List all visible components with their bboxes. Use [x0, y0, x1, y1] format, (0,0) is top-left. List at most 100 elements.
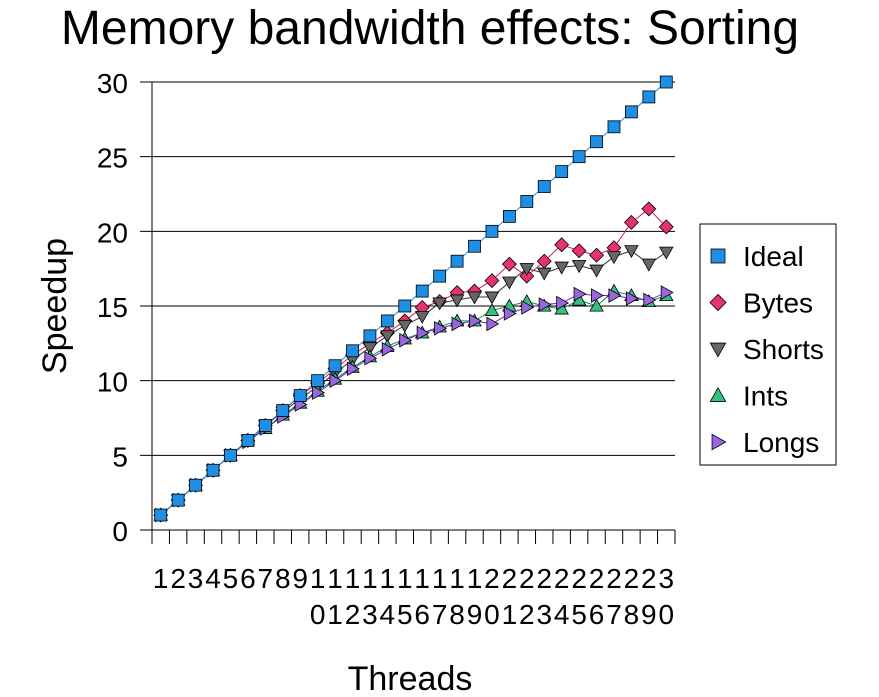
point-shorts: [449, 294, 465, 308]
point-shorts: [606, 251, 622, 265]
point-longs: [660, 285, 674, 300]
point-ideal: [450, 254, 464, 268]
x-tick-label: 9: [292, 563, 308, 594]
y-tick-label: 15: [97, 292, 128, 323]
y-axis-label: Speedup: [36, 238, 74, 374]
x-tick-label: 1: [432, 563, 448, 594]
point-longs: [346, 361, 360, 377]
point-ints: [589, 298, 604, 312]
x-tick-label: 6: [589, 599, 605, 630]
series-line-shorts: [160, 250, 667, 516]
point-ideal: [537, 180, 551, 193]
x-tick-label: 2: [484, 563, 500, 594]
point-longs: [625, 291, 639, 306]
point-ideal: [485, 224, 499, 238]
point-longs: [469, 313, 482, 329]
series-shorts: [153, 245, 674, 523]
point-ideal: [555, 165, 569, 179]
point-longs: [451, 316, 465, 332]
x-tick-label: 4: [205, 563, 221, 594]
series-line-ints: [160, 290, 667, 516]
point-longs: [556, 295, 570, 311]
y-tick-label: 30: [97, 68, 128, 99]
x-tick-label: 1: [327, 563, 343, 594]
series-ideal: [154, 75, 673, 522]
x-tick-label: 2: [606, 563, 622, 594]
point-ints: [484, 303, 500, 316]
point-ideal: [258, 419, 272, 432]
x-tick-label: 5: [223, 563, 239, 594]
x-tick-label: 1: [380, 563, 396, 594]
y-axis: 0 5 10 15 20 25 30: [97, 68, 153, 547]
x-tick-label: 1: [362, 563, 378, 594]
y-tick-label: 20: [97, 217, 128, 248]
point-ideal: [642, 90, 656, 104]
point-bytes: [658, 219, 674, 235]
point-ideal: [572, 150, 586, 164]
point-longs: [538, 297, 552, 312]
x-tick-label: 2: [641, 563, 657, 594]
legend-marker-ints: [709, 386, 727, 402]
point-ideal: [154, 508, 168, 522]
point-longs: [643, 292, 657, 308]
point-shorts: [432, 297, 447, 311]
x-tick-label: 2: [170, 563, 186, 594]
x-tick-label: 9: [467, 599, 483, 630]
x-tick-label: 4: [554, 599, 570, 630]
x-tick-label: 1: [414, 563, 430, 594]
point-longs: [434, 321, 448, 336]
x-tick-label: 3: [658, 563, 674, 594]
point-ideal: [590, 135, 603, 149]
x-tick-label: 1: [502, 599, 518, 630]
series-line-longs: [160, 292, 667, 516]
point-shorts: [362, 342, 378, 356]
point-shorts: [484, 291, 500, 305]
point-shorts: [589, 264, 604, 278]
point-longs: [416, 325, 430, 341]
x-tick-label: 0: [484, 599, 500, 630]
y-tick-label: 25: [97, 143, 128, 174]
x-tick-label: 1: [449, 563, 465, 594]
point-bytes: [571, 243, 587, 259]
point-ideal: [293, 389, 307, 403]
point-ideal: [502, 209, 516, 223]
point-longs: [503, 306, 517, 321]
x-tick-label: 2: [536, 563, 552, 594]
point-bytes: [589, 247, 605, 263]
x-tick-label: 8: [624, 599, 640, 630]
point-longs: [312, 385, 326, 400]
point-bytes: [554, 237, 570, 253]
x-tick-label: 2: [502, 563, 518, 594]
point-longs: [329, 373, 343, 388]
x-tick-label: 6: [240, 563, 256, 594]
point-shorts: [502, 276, 517, 290]
point-shorts: [519, 263, 535, 277]
chart-title: Memory bandwidth effects: Sorting: [61, 2, 799, 55]
point-ideal: [241, 433, 255, 447]
x-tick-label: 1: [345, 563, 361, 594]
legend-marker-ideal: [710, 248, 726, 264]
point-ideal: [206, 463, 220, 477]
legend-marker-shorts: [709, 342, 727, 358]
legend: Ideal Bytes Shorts Ints Longs: [699, 223, 837, 466]
x-axis: 1 2 3 4 5 6 7 8 9 1011121314151617181920212223242…: [151, 530, 676, 630]
point-ideal: [607, 120, 621, 134]
x-tick-label: 2: [571, 563, 587, 594]
x-tick-label: 7: [258, 563, 274, 594]
x-tick-label: 0: [658, 599, 674, 630]
point-longs: [608, 288, 622, 303]
point-shorts: [554, 261, 569, 275]
legend-marker-longs: [711, 433, 727, 451]
x-tick-label: 5: [397, 599, 413, 630]
x-tick-label: 4: [380, 599, 396, 630]
point-bytes: [623, 214, 639, 230]
point-shorts: [467, 291, 482, 305]
legend-label-shorts: Shorts: [743, 334, 824, 365]
y-tick-label: 5: [112, 441, 128, 472]
x-tick-label: 2: [624, 563, 640, 594]
y-tick-label: 0: [112, 516, 128, 547]
point-longs: [381, 342, 395, 357]
point-longs: [573, 286, 587, 302]
legend-label-ints: Ints: [743, 381, 788, 412]
